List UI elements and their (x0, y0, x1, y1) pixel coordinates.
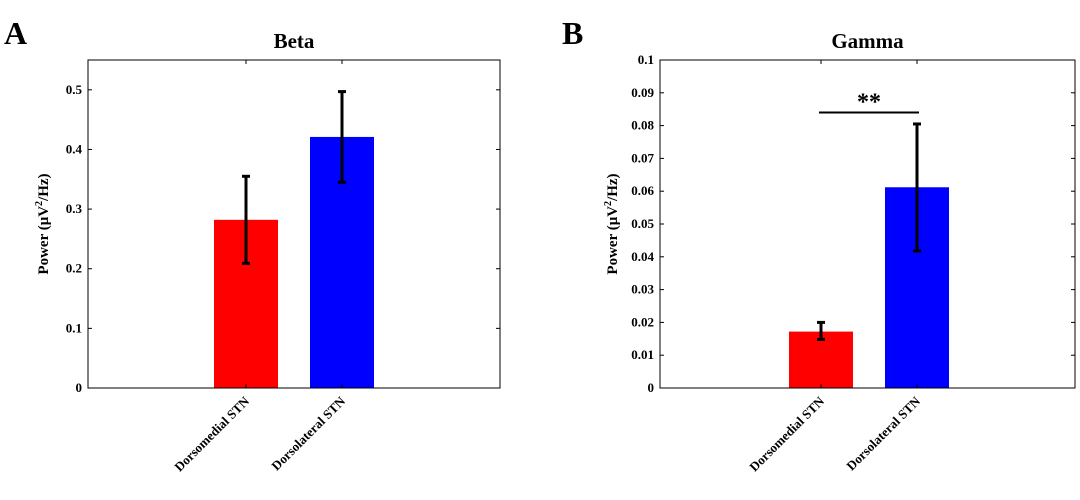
y-tick-label: 0.04 (631, 249, 654, 264)
y-tick-label: 0.03 (631, 282, 654, 297)
panel-a-letter: A (4, 15, 27, 51)
panel-b-letter: B (562, 15, 583, 51)
beta-chart: Beta 0 0.1 0.2 0.3 0.4 0.5 Dorsomedial STN Dorso… (34, 29, 501, 474)
y-tick-label: 0.09 (631, 85, 654, 100)
significance-label: ** (857, 89, 881, 115)
y-tick-label: 0.01 (631, 347, 654, 362)
y-tick-label: 0.1 (66, 320, 82, 335)
significance-marker: ** (819, 89, 919, 115)
y-tick-label: 0.3 (66, 201, 83, 216)
chart-title: Gamma (831, 29, 904, 53)
y-tick-label: 0.5 (66, 82, 83, 97)
bar-dorsomedial-stn (789, 331, 853, 388)
y-tick-label: 0.06 (631, 183, 654, 198)
error-bar (338, 90, 346, 184)
x-tick-label: Dorsomedial STN (171, 393, 252, 474)
y-axis-label: Power (μV2/Hz) (34, 173, 52, 274)
y-tick-label: 0.1 (638, 52, 654, 67)
y-tick-label: 0.4 (66, 141, 83, 156)
x-tick-label: Dorsolateral STN (843, 393, 923, 473)
gamma-chart: Gamma 0 0.01 0.02 0.03 0.04 0.05 0.06 0.07 0.08 0.… (603, 29, 1076, 474)
error-bar (242, 174, 250, 265)
y-tick-label: 0.08 (631, 118, 654, 133)
error-bar (817, 320, 825, 341)
y-tick-label: 0 (76, 380, 83, 395)
y-tick-label: 0.2 (66, 261, 82, 276)
y-tick-label: 0.05 (631, 216, 654, 231)
y-tick-label: 0.07 (631, 150, 654, 165)
y-axis-label: Power (μV2/Hz) (603, 173, 621, 274)
chart-title: Beta (274, 29, 315, 53)
axes-box (87, 59, 501, 389)
y-tick-label: 0 (648, 380, 655, 395)
x-tick-label: Dorsomedial STN (746, 393, 827, 474)
error-bar (913, 122, 921, 253)
x-tick-label: Dorsolateral STN (268, 393, 348, 473)
y-tick-label: 0.02 (631, 314, 654, 329)
